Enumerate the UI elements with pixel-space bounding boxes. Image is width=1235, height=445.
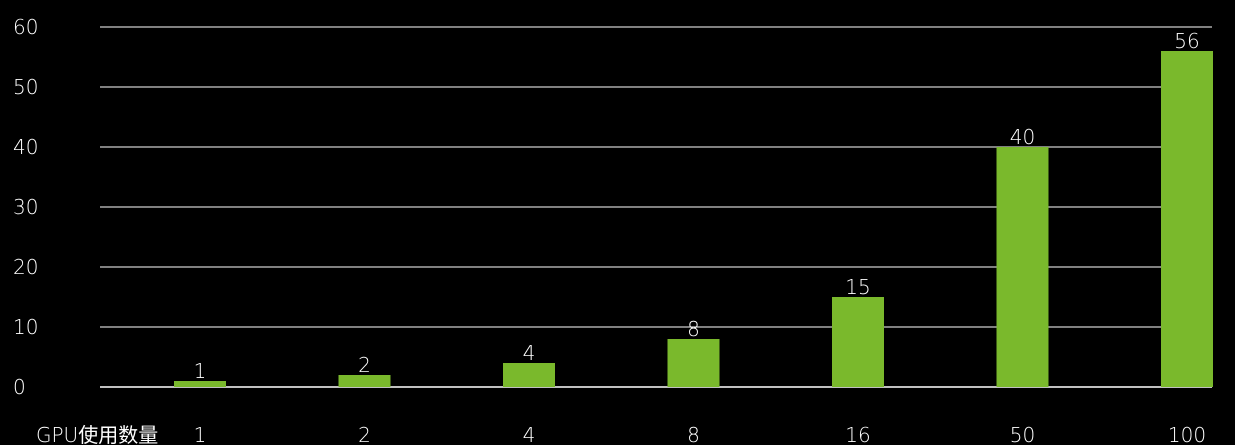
bar	[667, 339, 720, 387]
y-tick-label: 30	[13, 195, 38, 219]
y-tick-label: 60	[13, 15, 38, 39]
data-label: 40	[1010, 125, 1035, 149]
x-axis-title: GPU使用数量	[36, 423, 158, 445]
data-label: 56	[1174, 29, 1199, 53]
y-tick-label: 20	[13, 255, 38, 279]
x-axis: GPU使用数量 1 2 4 8 16 50 100	[36, 423, 1206, 445]
y-tick-label: 50	[13, 75, 38, 99]
bar	[832, 297, 884, 387]
bar	[174, 381, 226, 387]
x-tick-label: 8	[687, 423, 700, 445]
y-tick-label: 40	[13, 135, 38, 159]
data-label: 2	[358, 353, 371, 377]
y-axis-tick-labels: 0 10 20 30 40 50 60	[13, 15, 38, 399]
x-tick-label: 100	[1168, 423, 1206, 445]
y-tick-label: 10	[13, 315, 38, 339]
data-label: 15	[845, 275, 870, 299]
bars	[174, 51, 1213, 387]
x-tick-label: 50	[1010, 423, 1035, 445]
data-labels: 1 2 4 8 15 40 56	[194, 29, 1200, 383]
bar	[996, 147, 1049, 387]
x-tick-label: 4	[523, 423, 536, 445]
data-label: 1	[194, 359, 207, 383]
y-tick-label: 0	[13, 375, 26, 399]
x-tick-label: 2	[358, 423, 371, 445]
bar	[503, 363, 555, 387]
data-label: 8	[687, 317, 700, 341]
x-tick-label: 1	[194, 423, 207, 445]
data-label: 4	[523, 341, 536, 365]
bar	[338, 375, 391, 387]
bar	[1161, 51, 1213, 387]
x-tick-label: 16	[845, 423, 870, 445]
